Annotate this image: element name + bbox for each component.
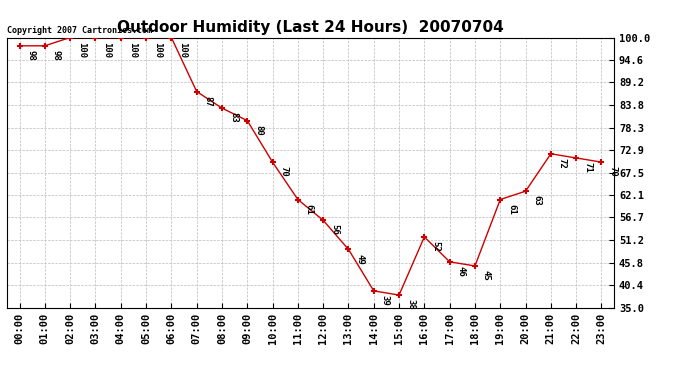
Text: 80: 80 [254, 125, 263, 135]
Text: 56: 56 [330, 224, 339, 235]
Text: 52: 52 [431, 241, 440, 252]
Text: 70: 70 [609, 166, 618, 177]
Text: 63: 63 [533, 195, 542, 206]
Text: 100: 100 [178, 42, 187, 58]
Text: 38: 38 [406, 299, 415, 310]
Text: 87: 87 [204, 96, 213, 106]
Text: 71: 71 [583, 162, 592, 173]
Text: 98: 98 [26, 50, 35, 61]
Text: 46: 46 [457, 266, 466, 277]
Text: 100: 100 [128, 42, 137, 58]
Text: 100: 100 [153, 42, 162, 58]
Text: Copyright 2007 Cartronics.com: Copyright 2007 Cartronics.com [7, 26, 152, 35]
Text: 98: 98 [52, 50, 61, 61]
Title: Outdoor Humidity (Last 24 Hours)  20070704: Outdoor Humidity (Last 24 Hours) 2007070… [117, 20, 504, 35]
Text: 100: 100 [77, 42, 86, 58]
Text: 83: 83 [229, 112, 238, 123]
Text: 49: 49 [355, 254, 364, 264]
Text: 61: 61 [507, 204, 516, 214]
Text: 72: 72 [558, 158, 566, 169]
Text: 45: 45 [482, 270, 491, 281]
Text: 39: 39 [381, 295, 390, 306]
Text: 61: 61 [305, 204, 314, 214]
Text: 100: 100 [102, 42, 111, 58]
Text: 70: 70 [279, 166, 288, 177]
